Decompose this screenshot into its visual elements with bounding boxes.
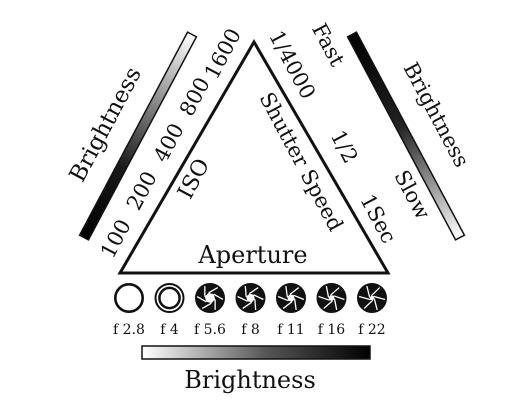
aperture-stop-label-6: f 16 xyxy=(318,322,346,338)
aperture-stop-label-3: f 5.6 xyxy=(194,322,226,338)
aperture-stop-label-5: f 11 xyxy=(277,322,304,338)
aperture-icon-3 xyxy=(195,283,225,313)
aperture-stop-label-4: f 8 xyxy=(241,322,260,338)
aperture-icon-4 xyxy=(235,283,266,313)
iso-brightness-bar xyxy=(78,31,198,241)
aperture-icons xyxy=(114,283,387,313)
iso-value-400: 400 xyxy=(149,119,189,166)
iso-value-800: 800 xyxy=(175,73,215,120)
aperture-brightness-bar xyxy=(141,345,371,360)
shutter-fast-label: Fast xyxy=(307,19,350,70)
shutter-brightness-bar xyxy=(346,31,466,241)
aperture-stop-labels: f 2.8 f 4 f 5.6 f 8 f 11 f 16 f 22 xyxy=(113,322,386,338)
aperture-label: Aperture xyxy=(197,241,307,269)
exposure-triangle xyxy=(117,39,391,275)
aperture-stop-label-1: f 2.8 xyxy=(113,322,145,338)
aperture-icon-5 xyxy=(276,283,306,313)
aperture-icon-1 xyxy=(114,283,144,313)
shutter-value-1-2: 1/2 xyxy=(326,126,363,167)
aperture-icon-6 xyxy=(316,283,347,313)
iso-value-200: 200 xyxy=(122,167,162,214)
aperture-icon-2 xyxy=(154,283,185,313)
aperture-icon-7 xyxy=(357,283,387,313)
aperture-stop-label-2: f 4 xyxy=(160,322,179,338)
aperture-brightness-label: Brightness xyxy=(184,366,316,394)
aperture-stop-label-7: f 22 xyxy=(358,322,385,338)
iso-brightness-label: Brightness xyxy=(65,63,147,187)
